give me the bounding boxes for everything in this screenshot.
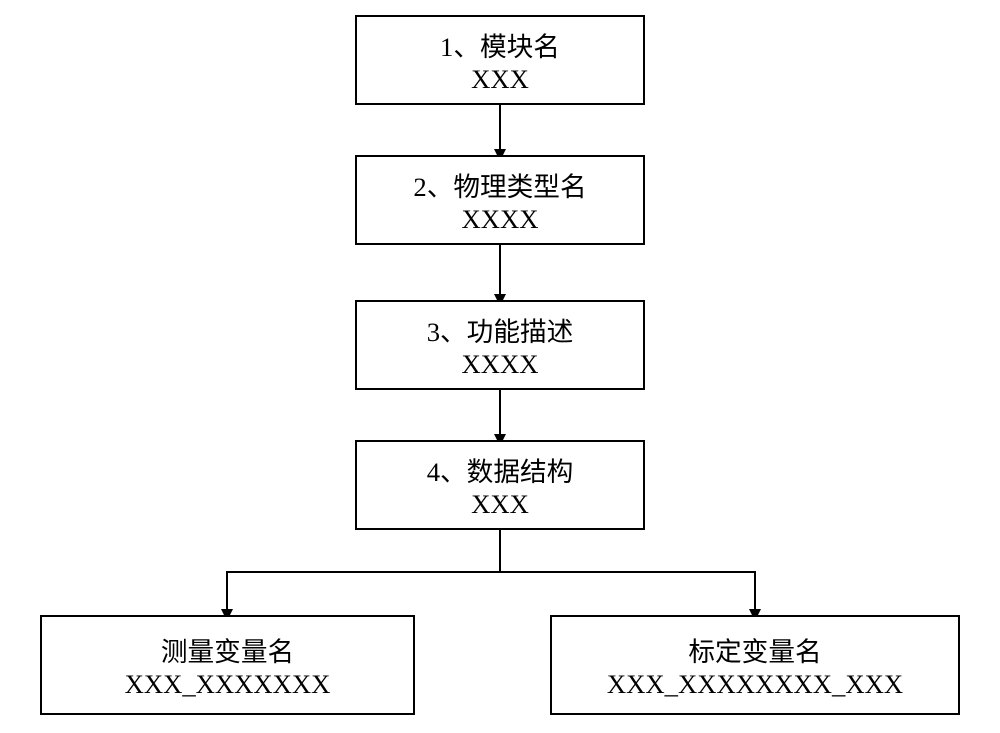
- flow-node-n6: 标定变量名XXX_XXXXXXXX_XXX: [550, 615, 960, 715]
- node-title: 4、数据结构: [427, 450, 574, 489]
- flow-edge: [500, 530, 755, 615]
- node-subtitle: XXX_XXXXXXX: [125, 669, 331, 700]
- node-title: 测量变量名: [161, 630, 294, 669]
- node-subtitle: XXX: [471, 489, 529, 520]
- flow-node-n5: 测量变量名XXX_XXXXXXX: [40, 615, 415, 715]
- node-title: 1、模块名: [440, 25, 560, 64]
- node-subtitle: XXXX: [461, 204, 538, 235]
- flow-node-n4: 4、数据结构XXX: [355, 440, 645, 530]
- flow-node-n3: 3、功能描述XXXX: [355, 300, 645, 390]
- node-title: 2、物理类型名: [413, 165, 586, 204]
- flow-node-n2: 2、物理类型名XXXX: [355, 155, 645, 245]
- node-subtitle: XXX: [471, 64, 529, 95]
- node-title: 3、功能描述: [427, 310, 574, 349]
- node-subtitle: XXXX: [461, 349, 538, 380]
- node-subtitle: XXX_XXXXXXXX_XXX: [607, 669, 903, 700]
- flow-edge: [227, 530, 500, 615]
- node-title: 标定变量名: [688, 630, 821, 669]
- flow-node-n1: 1、模块名XXX: [355, 15, 645, 105]
